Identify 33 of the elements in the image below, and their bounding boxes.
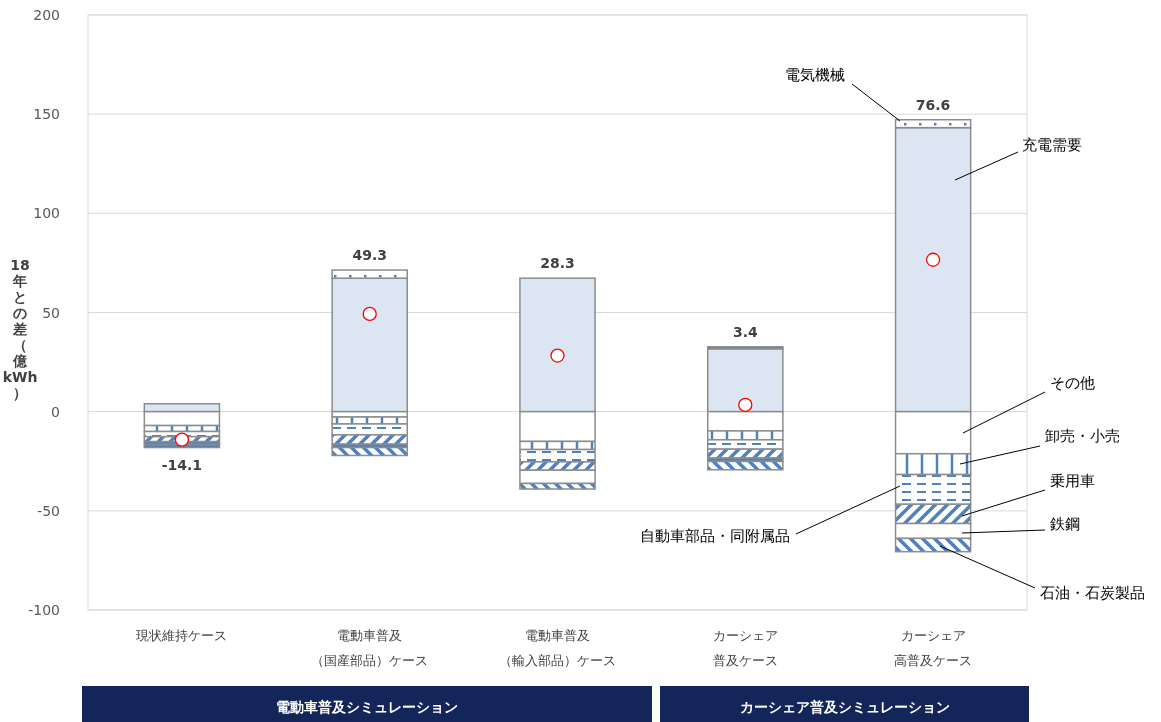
- point: [738, 397, 753, 413]
- y-tick-label: 0: [51, 403, 60, 420]
- x-tick-label: カーシェア普及ケース: [712, 628, 778, 668]
- text: 乗用車: [1050, 472, 1095, 490]
- y-tick-label: -100: [28, 602, 60, 618]
- text: 自動車部品・同附属品: [640, 527, 790, 545]
- y-tick-label: 150: [33, 106, 60, 123]
- point: [550, 348, 565, 363]
- point: [362, 306, 377, 322]
- text: 鉄鋼: [1050, 515, 1080, 533]
- text: 18年との差（億kWh）: [2, 257, 38, 401]
- total-label: 76.6: [915, 96, 951, 113]
- text: 電動車普及シミュレーション: [276, 699, 458, 715]
- y-tick-label: 200: [33, 7, 60, 23]
- x-tick-label: 電動車普及（国産部品）ケース: [311, 628, 429, 668]
- text: 卸売・小売: [1045, 427, 1120, 445]
- y-tick-label: 50: [42, 304, 60, 321]
- total-label: 49.3: [352, 247, 387, 264]
- total-label: 3.4: [732, 323, 758, 340]
- point: [925, 252, 941, 267]
- x-tick-label: カーシェア高普及ケース: [894, 628, 973, 668]
- text: カーシェア普及シミュレーション: [739, 699, 950, 715]
- text: 充電需要: [1022, 136, 1082, 154]
- total-label: 28.3: [540, 255, 575, 272]
- x-tick-label: 電動車普及（輸入部品）ケース: [499, 628, 616, 668]
- y-tick-label: -50: [37, 502, 60, 519]
- y-tick-label: 100: [33, 205, 60, 222]
- text: 石油・石炭製品: [1040, 584, 1145, 602]
- x-tick-label: 現状維持ケース: [136, 628, 228, 643]
- total-label: -14.1: [161, 456, 203, 473]
- point: [174, 432, 190, 447]
- text: 電気機械: [785, 66, 845, 84]
- text: その他: [1050, 374, 1095, 392]
